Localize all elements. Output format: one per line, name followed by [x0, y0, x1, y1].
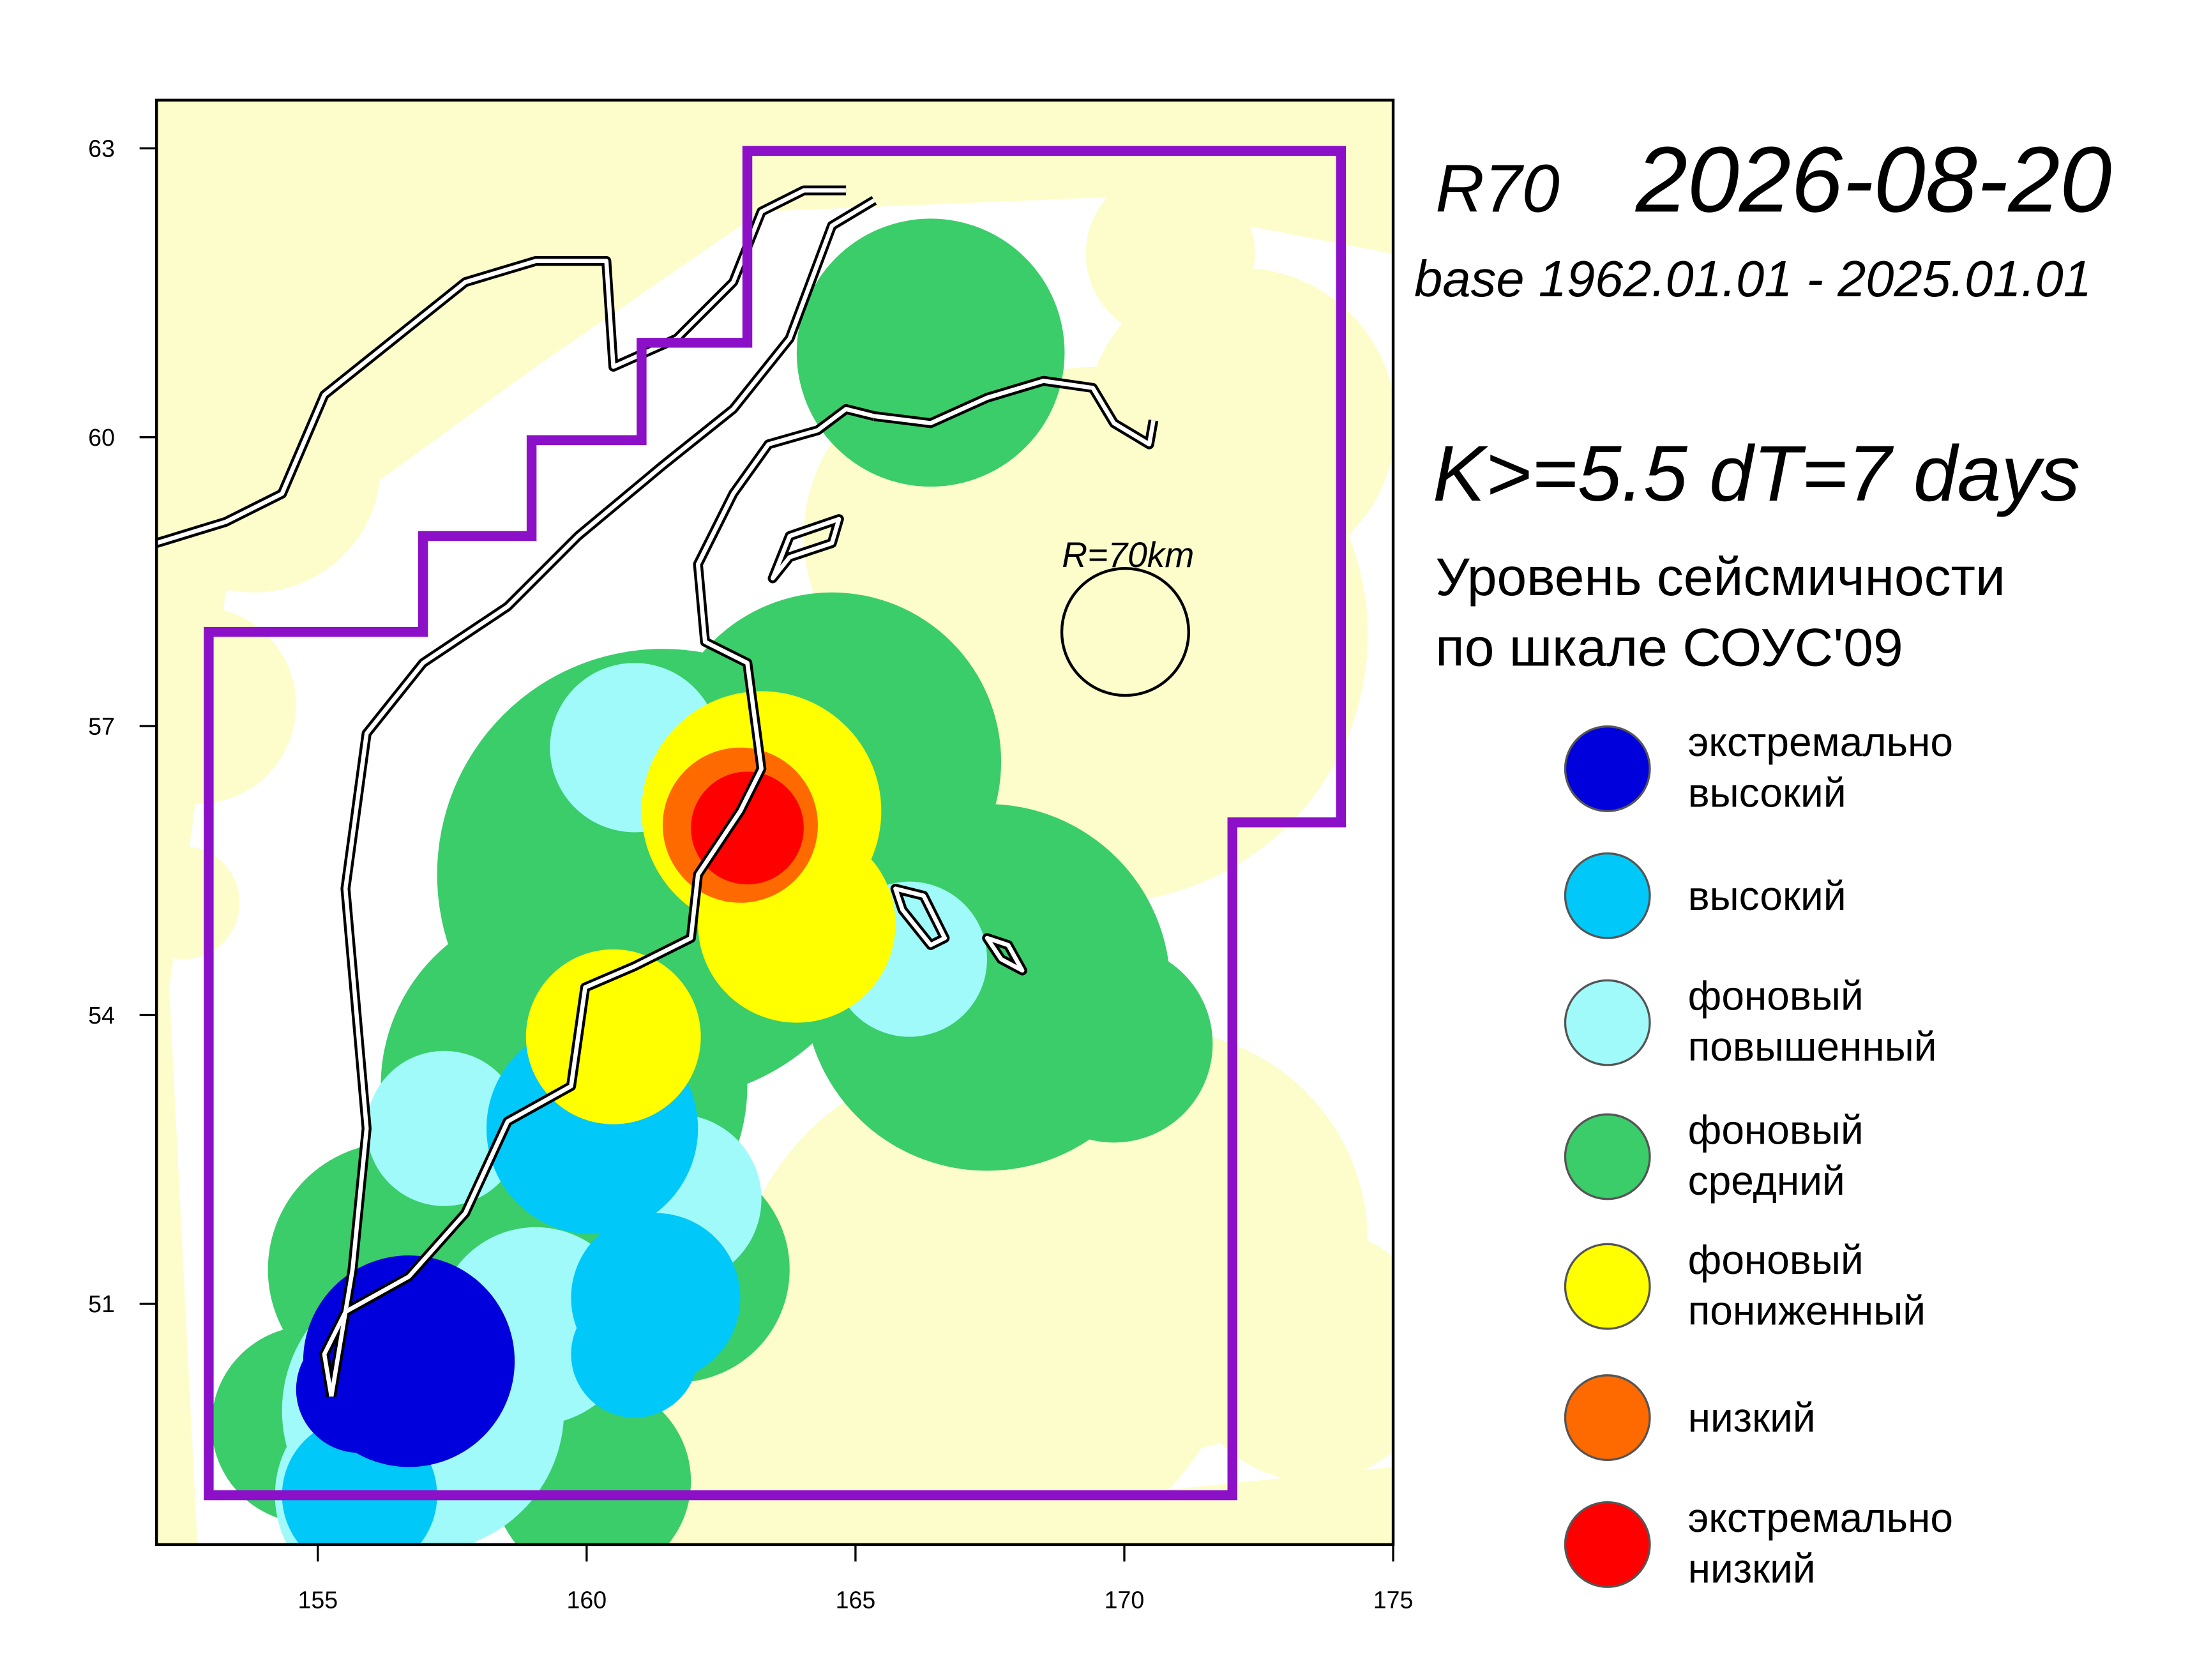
map-frame	[155, 98, 1395, 1547]
x-tick-label: 160	[567, 1586, 607, 1613]
x-tick-label: 155	[298, 1586, 338, 1613]
forecast-region	[204, 146, 1347, 1501]
seismicity-zone	[571, 1290, 698, 1418]
land-area	[1297, 1354, 1394, 1467]
land-area	[156, 606, 296, 805]
parameters: K>=5.5 dT=7 days	[1433, 430, 2080, 518]
legend-label: высокий	[1688, 770, 1846, 816]
legend-label: пониженный	[1688, 1287, 1926, 1333]
legend-label: низкий	[1688, 1546, 1816, 1592]
legend-swatch	[1564, 1501, 1651, 1588]
legend-swatch	[1564, 725, 1651, 812]
legend-label: фоновый	[1688, 1107, 1864, 1153]
y-tick-label: 57	[88, 713, 115, 739]
y-tick-label: 60	[88, 424, 115, 451]
map-layers	[156, 146, 1394, 1545]
legend-label: экстремально	[1688, 719, 1953, 765]
legend-label: средний	[1688, 1158, 1845, 1204]
land-area	[197, 197, 367, 367]
legend-swatch	[1564, 1243, 1651, 1330]
x-tick-label: 170	[1105, 1586, 1145, 1613]
legend-label: повышенный	[1688, 1024, 1937, 1070]
land-area	[1085, 169, 1255, 339]
legend-label: фоновый	[1688, 973, 1864, 1019]
scale-title: Уровень сейсмичности	[1435, 547, 2005, 607]
base-period: base 1962.01.01 - 2025.01.01	[1414, 250, 2092, 307]
land-area	[1085, 268, 1394, 579]
legend-swatch	[1564, 1374, 1651, 1462]
y-tick-label: 63	[88, 135, 115, 162]
legend-label: экстремально	[1688, 1495, 1953, 1541]
x-tick-label: 165	[836, 1586, 876, 1613]
seismicity-zone	[691, 771, 804, 885]
x-tick-label: 175	[1373, 1586, 1414, 1613]
seismicity-zone	[1015, 945, 1213, 1143]
seismicity-zone	[796, 218, 1065, 487]
legend-swatch	[1564, 852, 1651, 939]
legend-label: низкий	[1688, 1395, 1816, 1441]
legend-swatch	[1564, 979, 1651, 1066]
legend-label: фоновый	[1688, 1237, 1864, 1283]
y-tick-label: 54	[88, 1002, 115, 1029]
land-area	[156, 846, 240, 960]
seismicity-zone	[296, 1326, 423, 1453]
legend-label: высокий	[1688, 873, 1846, 919]
radius-label: R=70km	[1062, 535, 1194, 575]
title-prefix: R70	[1435, 151, 1559, 226]
legend-swatch	[1564, 1113, 1651, 1200]
axes: 155 160 165 170 175 51 54 57 60 63	[88, 135, 1413, 1613]
y-tick-label: 51	[88, 1290, 115, 1317]
radius-circle	[1060, 567, 1191, 697]
legend: экстремально высокий высокий фоновый повышен…	[1564, 719, 1953, 1592]
coastline	[156, 185, 1159, 1398]
date: 2026-08-20	[1635, 127, 2112, 231]
scale-title: по шкале СОУС'09	[1435, 617, 1903, 677]
